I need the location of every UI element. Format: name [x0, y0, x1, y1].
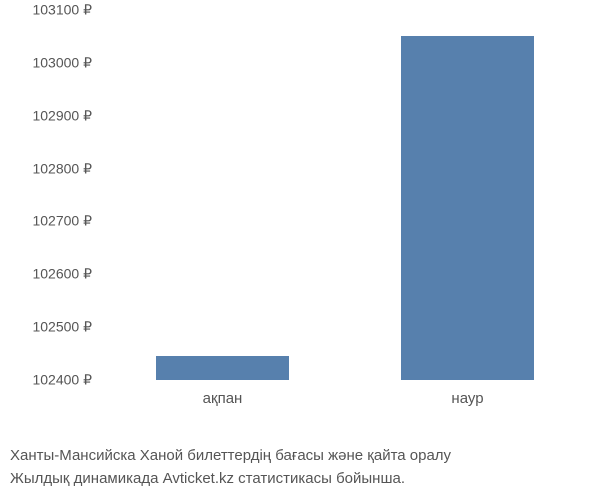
y-tick-label: 103100 ₽ [32, 2, 92, 19]
caption-line-2: Жылдық динамикада Avticket.kz статистика… [10, 468, 590, 491]
y-tick-label: 102500 ₽ [32, 319, 92, 336]
x-tick-label: наур [451, 390, 483, 407]
y-tick-label: 103000 ₽ [32, 54, 92, 71]
bar [156, 356, 288, 380]
y-axis: 103100 ₽103000 ₽102900 ₽102800 ₽102700 ₽… [10, 10, 100, 380]
chart-caption: Ханты-Мансийска Ханой билеттердің бағасы… [10, 445, 590, 490]
caption-line-1: Ханты-Мансийска Ханой билеттердің бағасы… [10, 445, 590, 468]
x-tick-label: ақпан [203, 390, 243, 407]
y-tick-label: 102400 ₽ [32, 372, 92, 389]
y-tick-label: 102800 ₽ [32, 160, 92, 177]
y-tick-label: 102900 ₽ [32, 107, 92, 124]
y-tick-label: 102600 ₽ [32, 266, 92, 283]
x-axis: ақпан наур [100, 385, 590, 415]
y-tick-label: 102700 ₽ [32, 213, 92, 230]
plot-area [100, 10, 590, 380]
price-chart: 103100 ₽103000 ₽102900 ₽102800 ₽102700 ₽… [10, 10, 590, 430]
bar [401, 36, 533, 380]
